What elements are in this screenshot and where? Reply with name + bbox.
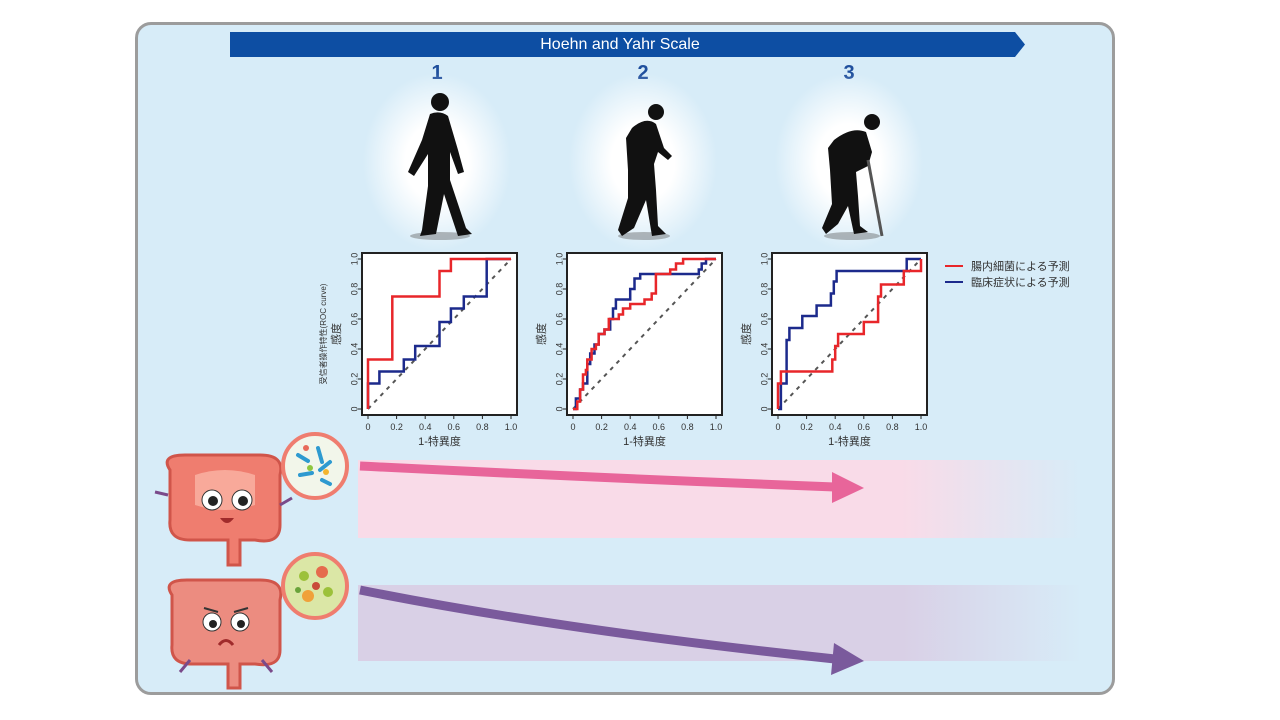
x-tick-label: 0.4 [829,422,842,432]
x-tick-label: 0.4 [419,422,432,432]
y-tick-label: 1.0 [349,253,359,266]
x-tick-label: 0.8 [886,422,899,432]
x-axis-label: 1-特異度 [418,434,461,448]
x-tick-label: 0.8 [476,422,489,432]
roc-chart-stage-1: 0 0.2 0.4 0.6 0.8 1.0 0 0.2 0.4 0.6 0.8 1.0 1-特異度 感度受… [318,252,518,448]
x-tick-label: 0 [365,422,370,432]
roc-curve-gut-bacteria [366,257,511,409]
y-tick-label: 0.6 [759,313,769,326]
y-tick-label: 0.2 [554,373,564,386]
diagonal-reference-line [572,258,717,410]
x-tick-label: 0.6 [653,422,666,432]
hoehn-yahr-banner-arrow [230,32,1025,57]
y-tick-label: 0.4 [349,343,359,356]
roc-curve-gut-bacteria [573,257,716,411]
roc-curve-clinical [778,257,921,411]
y-tick-label: 0.6 [349,313,359,326]
legend-label: 腸内細菌による予測 [971,261,1070,273]
x-tick-label: 1.0 [505,422,518,432]
y-tick-label: 0 [759,406,769,411]
y-tick-label: 0.4 [759,343,769,356]
y-tick-label: 0.8 [759,283,769,296]
walking-person-icon [408,93,472,240]
x-axis-label: 1-特異度 [623,434,666,448]
roc-curve-clinical [366,257,511,409]
y-tick-label: 1.0 [759,253,769,266]
legend-item-gut-bacteria: 腸内細菌による予測 [945,258,1070,274]
x-tick-label: 1.0 [915,422,928,432]
roc-chart-stage-3: 0 0.2 0.4 0.6 0.8 1.0 0 0.2 0.4 0.6 0.8 1.0 1-特異度 感度 [740,252,928,448]
roc-curve-gut-bacteria [776,259,923,409]
y-tick-label: 0.6 [554,313,564,326]
y-axis-label: 感度 [329,323,343,345]
y-tick-label: 0.8 [349,283,359,296]
x-tick-label: 0.8 [681,422,694,432]
x-tick-label: 0.2 [800,422,813,432]
x-tick-label: 0.2 [595,422,608,432]
y-tick-label: 0 [554,406,564,411]
x-tick-label: 0 [775,422,780,432]
y-tick-label: 0.8 [554,283,564,296]
roc-chart-stage-2: 0 0.2 0.4 0.6 0.8 1.0 0 0.2 0.4 0.6 0.8 1.0 1-特異度 感度 [535,252,723,448]
y-tick-label: 1.0 [554,253,564,266]
y-axis-label: 感度 [740,323,753,345]
y-tick-label: 0.2 [759,373,769,386]
x-tick-label: 0.6 [858,422,871,432]
y-tick-label: 0.2 [349,373,359,386]
x-tick-label: 0.6 [448,422,461,432]
y-axis-outer-label: 受信者操作特性(ROC curve) [318,283,328,384]
x-tick-label: 1.0 [710,422,723,432]
y-tick-label: 0 [349,406,359,411]
y-tick-label: 0.4 [554,343,564,356]
x-tick-label: 0 [570,422,575,432]
x-tick-label: 0.2 [390,422,403,432]
x-axis-label: 1-特異度 [828,434,871,448]
unhealthy-trajectory-band [358,585,1083,661]
legend-label: 臨床症状による予測 [971,277,1070,289]
x-tick-label: 0.4 [624,422,637,432]
legend-item-clinical: 臨床症状による予測 [945,274,1070,290]
chart-legend: 腸内細菌による予測 臨床症状による予測 [945,258,1070,290]
legend-swatch-red [945,265,963,267]
person-with-cane-icon [822,114,884,240]
stooped-person-icon [618,104,672,240]
healthy-trajectory-band [358,460,1083,538]
y-axis-label: 感度 [535,323,548,345]
legend-swatch-blue [945,281,963,283]
